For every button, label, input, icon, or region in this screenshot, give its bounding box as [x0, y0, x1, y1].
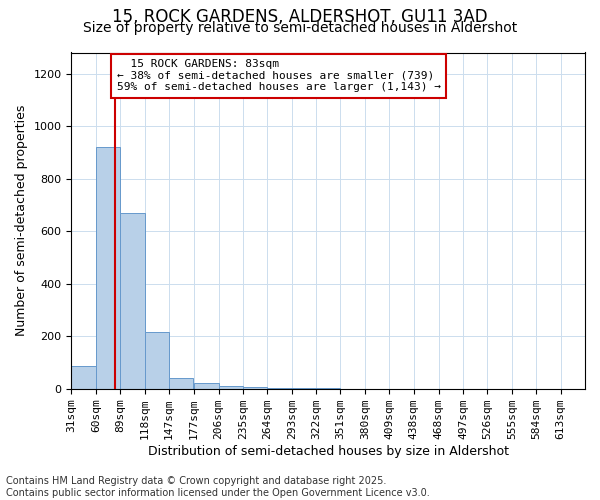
- Y-axis label: Number of semi-detached properties: Number of semi-detached properties: [15, 105, 28, 336]
- Text: Size of property relative to semi-detached houses in Aldershot: Size of property relative to semi-detach…: [83, 21, 517, 35]
- Bar: [169, 378, 193, 388]
- Text: 15, ROCK GARDENS, ALDERSHOT, GU11 3AD: 15, ROCK GARDENS, ALDERSHOT, GU11 3AD: [112, 8, 488, 26]
- Bar: [120, 212, 145, 388]
- Bar: [96, 147, 120, 388]
- X-axis label: Distribution of semi-detached houses by size in Aldershot: Distribution of semi-detached houses by …: [148, 444, 509, 458]
- Bar: [218, 386, 243, 388]
- Text: Contains HM Land Registry data © Crown copyright and database right 2025.
Contai: Contains HM Land Registry data © Crown c…: [6, 476, 430, 498]
- Text: 15 ROCK GARDENS: 83sqm
← 38% of semi-detached houses are smaller (739)
59% of se: 15 ROCK GARDENS: 83sqm ← 38% of semi-det…: [117, 59, 441, 92]
- Bar: [145, 332, 169, 388]
- Bar: [194, 384, 218, 388]
- Bar: [71, 366, 96, 388]
